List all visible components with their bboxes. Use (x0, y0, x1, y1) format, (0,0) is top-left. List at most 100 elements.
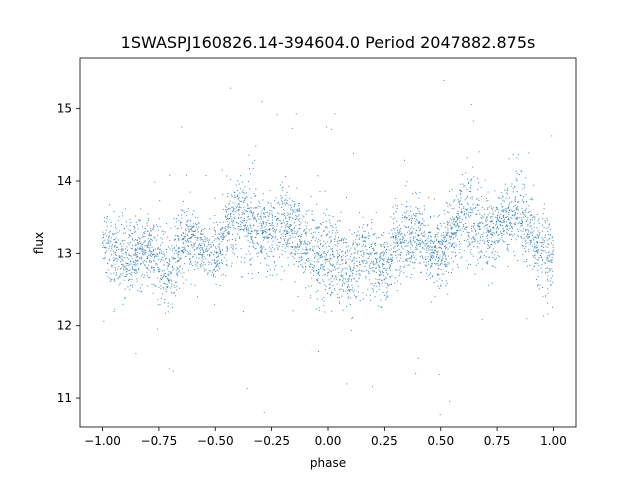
data-point (297, 215, 299, 217)
data-point (311, 277, 313, 279)
data-point (301, 241, 303, 243)
data-point (223, 273, 224, 275)
data-point (122, 265, 124, 267)
data-point (142, 247, 143, 249)
data-point (513, 214, 515, 216)
data-point (199, 253, 201, 255)
data-point (220, 232, 222, 234)
data-point (454, 223, 455, 225)
data-point (306, 259, 308, 261)
data-point (321, 298, 323, 300)
data-point (232, 252, 234, 254)
data-point (267, 236, 269, 238)
data-point (462, 174, 464, 175)
data-point (311, 264, 313, 266)
data-point (341, 256, 343, 258)
data-point (213, 274, 215, 276)
data-point (326, 208, 328, 210)
data-point (190, 220, 191, 222)
data-point (394, 229, 395, 231)
data-point (286, 200, 288, 202)
data-point (398, 274, 400, 276)
data-point (395, 211, 397, 213)
data-point (331, 291, 332, 293)
data-point (474, 231, 476, 233)
data-point (403, 241, 404, 243)
data-point (347, 284, 349, 286)
data-point (524, 186, 526, 188)
data-point (327, 233, 329, 235)
data-point (179, 258, 181, 260)
data-point (339, 255, 340, 256)
data-point (239, 175, 241, 177)
data-point (185, 221, 187, 223)
data-point (397, 280, 398, 282)
data-point (217, 252, 219, 253)
data-point (292, 230, 294, 232)
data-point (228, 226, 230, 228)
data-point (194, 249, 196, 251)
data-point (291, 213, 293, 215)
data-point (260, 250, 262, 252)
data-point (297, 244, 299, 246)
data-point (463, 185, 465, 187)
data-point (351, 278, 353, 280)
data-point (146, 222, 148, 224)
data-point (391, 229, 393, 231)
data-point (457, 214, 459, 216)
data-point (211, 241, 213, 243)
data-point (547, 302, 548, 304)
data-point (123, 228, 125, 230)
data-point (357, 265, 359, 267)
data-point (299, 245, 301, 247)
data-point (331, 275, 333, 276)
data-point (351, 233, 353, 235)
data-point (352, 317, 354, 319)
data-point (541, 245, 543, 247)
data-point (516, 191, 518, 193)
data-point (501, 192, 503, 194)
data-point (451, 251, 453, 253)
data-point (313, 270, 315, 272)
data-point (330, 258, 332, 260)
data-point (292, 211, 294, 213)
data-point (167, 278, 169, 280)
data-point (225, 206, 227, 208)
data-point (332, 254, 334, 256)
data-point (131, 284, 133, 286)
data-point (182, 251, 184, 253)
data-point (211, 259, 213, 261)
data-point (230, 220, 232, 222)
data-point (502, 239, 503, 241)
data-point (173, 258, 175, 260)
data-point (104, 217, 106, 219)
data-point (501, 221, 503, 223)
data-point (197, 222, 199, 224)
data-point (113, 278, 115, 280)
data-point (198, 226, 200, 228)
data-point (323, 230, 325, 232)
data-point (219, 222, 221, 223)
data-point (281, 203, 283, 205)
data-point (529, 244, 531, 246)
data-point (358, 272, 360, 274)
data-point (381, 282, 383, 284)
data-point (240, 224, 242, 226)
data-point (203, 262, 205, 263)
data-point (263, 246, 265, 248)
data-point (416, 245, 418, 247)
data-point (453, 232, 455, 234)
data-point (439, 240, 441, 242)
data-point (315, 255, 317, 257)
data-point (240, 228, 242, 230)
data-point (541, 224, 543, 226)
data-point (412, 251, 414, 253)
data-point (467, 267, 468, 269)
data-point (444, 237, 446, 239)
data-point (320, 263, 322, 265)
data-point (444, 213, 446, 215)
data-point (249, 211, 251, 213)
data-point (422, 218, 424, 220)
data-point (507, 248, 509, 250)
data-point (140, 262, 142, 264)
